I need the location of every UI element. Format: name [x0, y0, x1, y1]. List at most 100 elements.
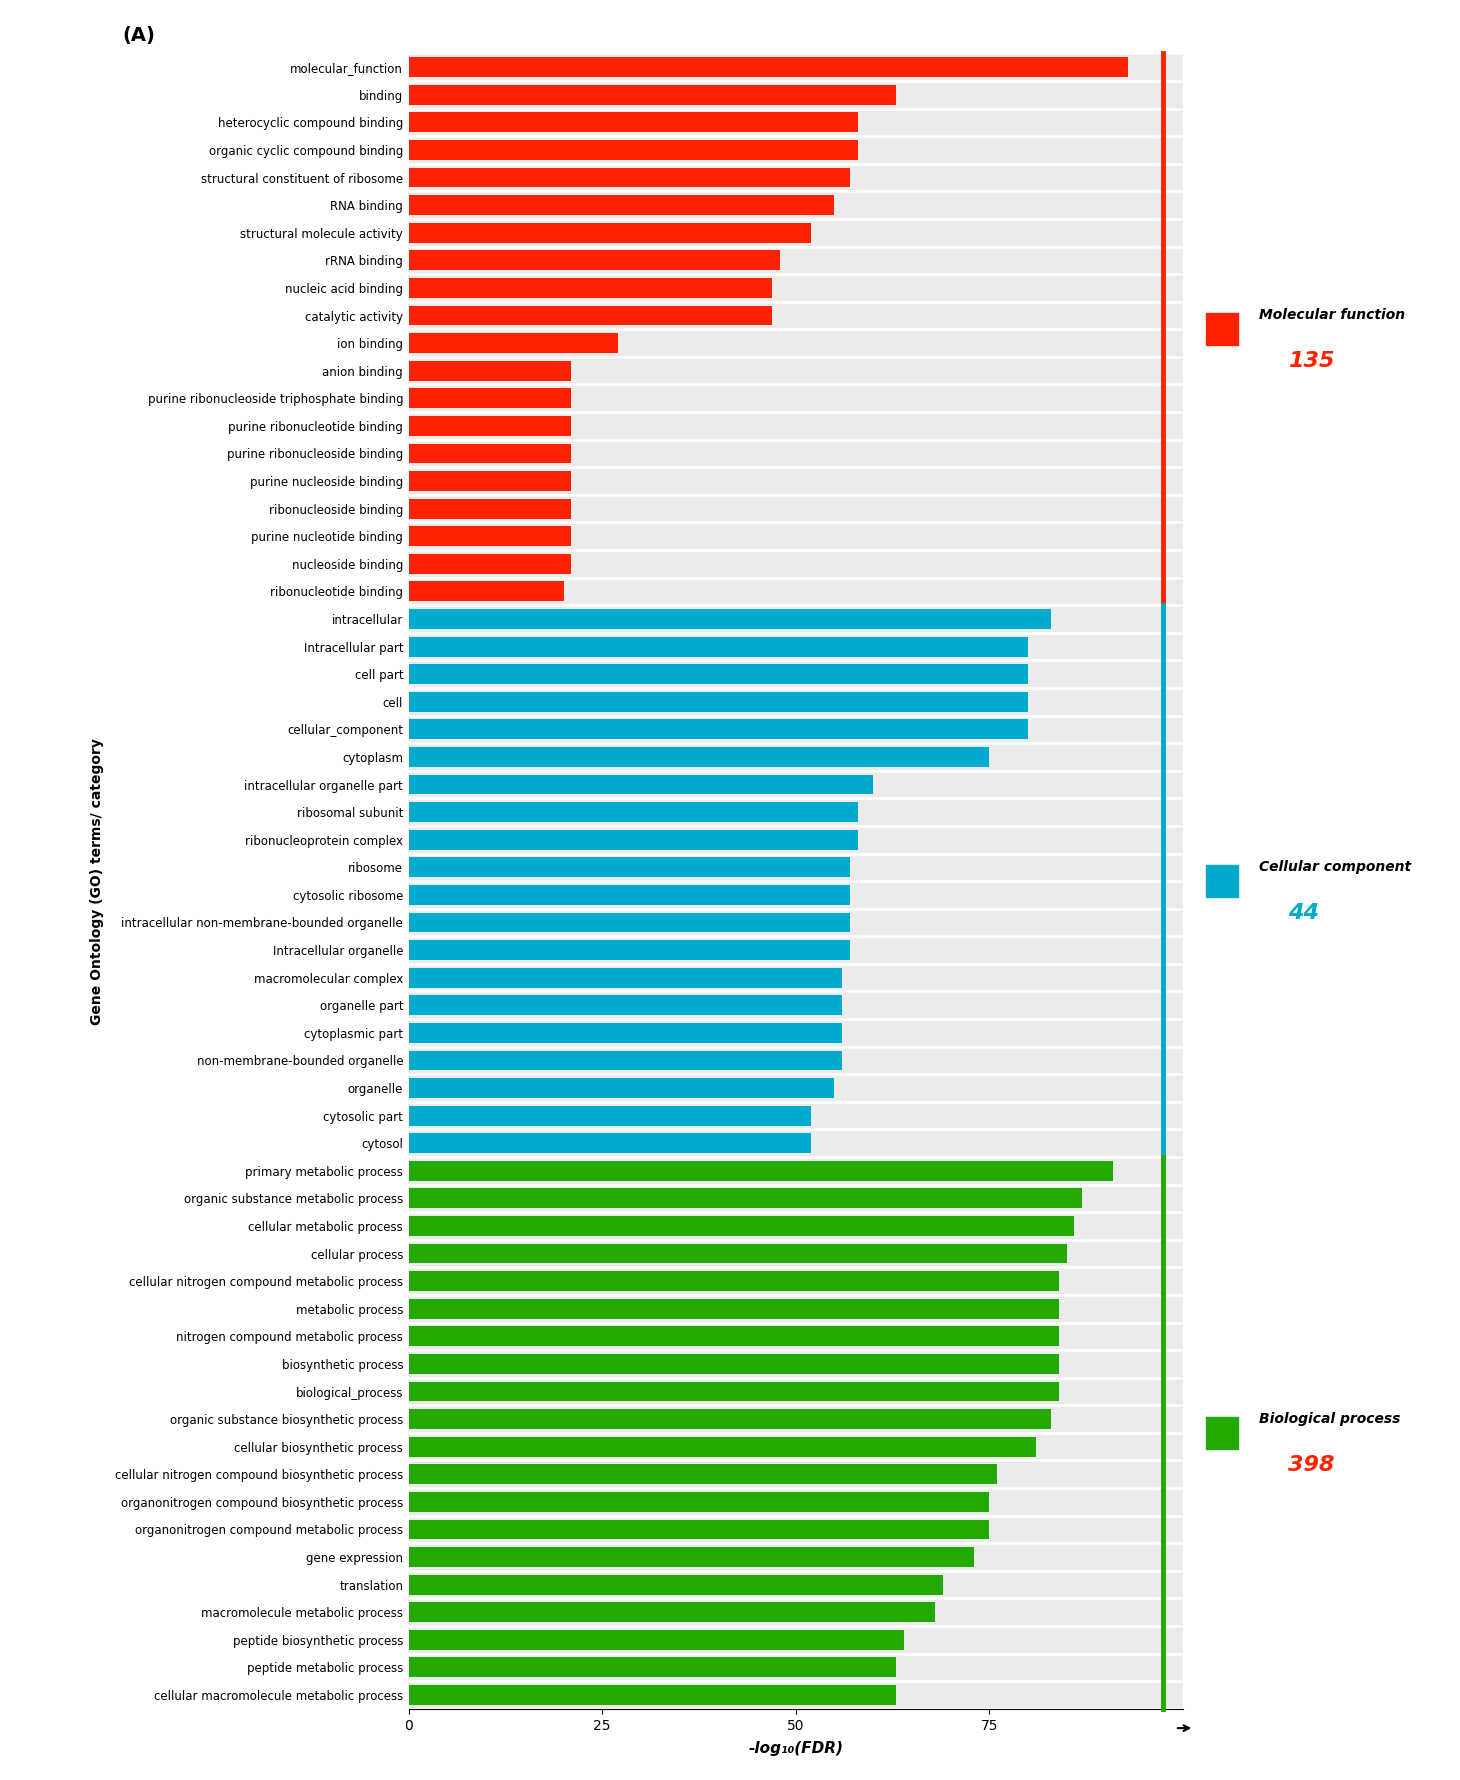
Bar [409, 771, 1183, 797]
Bar [409, 660, 1183, 687]
Bar [409, 85, 896, 105]
Bar [409, 908, 1183, 936]
Bar [409, 1047, 1183, 1073]
Bar [409, 991, 1183, 1018]
Bar [409, 1517, 1183, 1543]
Bar [409, 1239, 1183, 1267]
Bar [409, 196, 835, 215]
Bar [409, 1381, 1058, 1401]
Bar [409, 527, 571, 546]
Bar [409, 1630, 904, 1650]
Bar [409, 913, 850, 933]
Bar [409, 1212, 1183, 1239]
Y-axis label: Gene Ontology (GO) terms/ category: Gene Ontology (GO) terms/ category [91, 737, 104, 1025]
Bar [409, 1299, 1058, 1319]
Bar [409, 1680, 1183, 1709]
Bar [409, 1465, 997, 1485]
Bar [409, 554, 571, 573]
Bar [409, 356, 1183, 384]
Bar [409, 167, 850, 187]
Bar [409, 550, 1183, 577]
Bar [409, 303, 1183, 329]
Bar [409, 222, 812, 242]
Bar [409, 1185, 1183, 1212]
Bar [409, 1323, 1183, 1349]
Bar [409, 1406, 1183, 1433]
Bar [409, 1267, 1183, 1296]
Bar [409, 858, 850, 878]
Bar [409, 306, 772, 326]
Bar [409, 384, 1183, 413]
Bar [409, 1460, 1183, 1488]
Bar [409, 112, 857, 132]
Bar [409, 1355, 1058, 1374]
Bar [409, 1436, 1035, 1456]
Bar [409, 1547, 974, 1566]
Bar [409, 251, 780, 271]
Bar [409, 995, 842, 1015]
Bar [409, 1433, 1183, 1460]
Text: Molecular function: Molecular function [1259, 308, 1405, 322]
Bar [409, 936, 1183, 965]
Bar [409, 137, 1183, 164]
Text: 44: 44 [1288, 902, 1318, 924]
Bar [409, 1657, 896, 1677]
Bar [409, 1102, 1183, 1129]
Bar [409, 577, 1183, 605]
Bar [409, 246, 1183, 274]
Bar [409, 1349, 1183, 1378]
Bar [409, 498, 571, 518]
Bar [409, 274, 1183, 301]
Bar [409, 1161, 1113, 1180]
Bar [409, 1296, 1183, 1323]
Bar [409, 1543, 1183, 1570]
Bar [409, 1244, 1067, 1264]
Bar [409, 1492, 990, 1511]
Bar [409, 1271, 1058, 1290]
Bar [409, 1129, 1183, 1157]
Bar [409, 1216, 1075, 1235]
Bar [409, 609, 1051, 628]
Bar [409, 940, 850, 959]
Bar [409, 744, 1183, 771]
Bar [409, 1602, 934, 1622]
Bar [409, 57, 1129, 77]
Bar [409, 692, 1028, 712]
Bar [409, 965, 1183, 991]
Bar [409, 1189, 1082, 1209]
Bar [409, 278, 772, 297]
Text: Biological process: Biological process [1259, 1412, 1400, 1426]
Bar [409, 719, 1028, 739]
Bar [409, 495, 1183, 522]
Bar [409, 1686, 896, 1705]
Bar [409, 881, 1183, 908]
Bar [409, 388, 571, 408]
Bar [409, 53, 1183, 80]
Text: Cellular component: Cellular component [1259, 860, 1410, 874]
Bar [409, 826, 1183, 853]
Bar [409, 797, 1183, 826]
Bar [409, 468, 1183, 495]
Bar [409, 141, 857, 160]
Bar [409, 1627, 1183, 1654]
Bar [409, 1570, 1183, 1598]
Bar [409, 411, 1183, 440]
Bar [409, 774, 873, 794]
Bar [409, 1157, 1183, 1185]
Text: 398: 398 [1288, 1454, 1334, 1476]
Text: 135: 135 [1288, 351, 1334, 372]
Bar [409, 219, 1183, 247]
Bar [409, 1023, 842, 1043]
Bar [409, 329, 1183, 356]
Bar [409, 1598, 1183, 1627]
Bar [409, 803, 857, 822]
Bar [409, 853, 1183, 881]
Bar [409, 164, 1183, 190]
Bar [409, 968, 842, 988]
X-axis label: -log₁₀(FDR): -log₁₀(FDR) [748, 1741, 844, 1755]
Bar [409, 1134, 812, 1153]
Bar [409, 109, 1183, 137]
Bar [409, 80, 1183, 109]
Bar [409, 687, 1183, 716]
Bar [409, 333, 618, 352]
